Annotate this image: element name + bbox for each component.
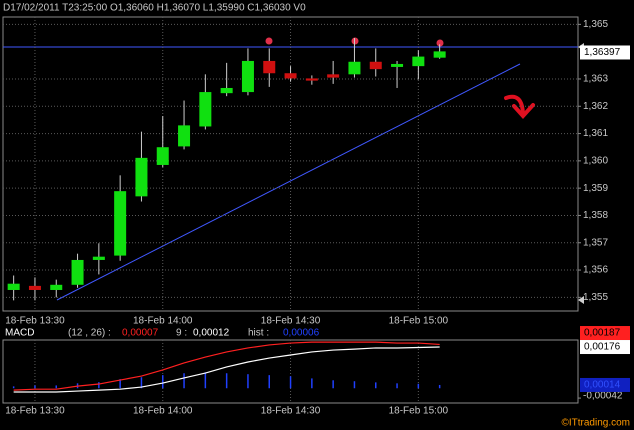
candle-body (71, 259, 84, 285)
x-tick-label: 18-Feb 13:30 (5, 316, 65, 327)
candle-body (327, 74, 340, 78)
x-tick-label: 18-Feb 13:30 (5, 406, 65, 417)
candle-body (284, 73, 297, 79)
price-box (580, 45, 630, 60)
candle-body (156, 147, 169, 165)
candle-body (7, 283, 20, 290)
last-value-label: 0,00014 (584, 380, 621, 391)
candle-body (305, 78, 318, 81)
series-header-value: 0,00012 (193, 328, 230, 339)
y-tick-label: 1,365 (583, 19, 608, 30)
candle-body (114, 191, 127, 256)
y-tick-label: 1,363 (583, 74, 608, 85)
x-tick-label: 18-Feb 15:00 (389, 316, 449, 327)
x-tick-label: 18-Feb 14:30 (261, 316, 321, 327)
series-name: (12 , 26) : (68, 328, 111, 339)
x-tick-label: 18-Feb 14:30 (261, 406, 321, 417)
y-tick-label: 1,362 (583, 101, 608, 112)
candle-body (92, 256, 105, 260)
last-value-label: 0,00176 (584, 342, 621, 353)
candle-body (391, 63, 404, 67)
series-name: hist : (248, 328, 269, 339)
macd-title: MACD (5, 328, 34, 339)
candle-body (220, 87, 233, 94)
peak-marker (351, 37, 359, 45)
ohlc-info: D17/02/2011 T23:25:00 O1,36060 H1,36070 … (3, 3, 306, 14)
last-value-box (580, 340, 630, 355)
y-tick-label: 1,361 (583, 128, 608, 139)
credit: ©ITtrading.com (561, 418, 630, 429)
y-tick-label: 1,356 (583, 265, 608, 276)
candle-body (199, 92, 212, 127)
candle-body (369, 61, 382, 70)
candle-body (348, 61, 361, 75)
y-tick-label: -0,00042 (583, 391, 623, 402)
candle-body (178, 125, 191, 147)
y-tick-label: 1,357 (583, 237, 608, 248)
last-value-box (580, 377, 630, 392)
price-label: 1,36397 (584, 47, 621, 58)
last-value-label: 0,00187 (584, 328, 621, 339)
line-handle (578, 296, 584, 304)
series-line (13, 341, 440, 391)
candle-body (241, 60, 254, 93)
x-tick-label: 18-Feb 15:00 (389, 406, 449, 417)
x-tick-label: 18-Feb 14:00 (133, 316, 193, 327)
candle-body (433, 51, 446, 58)
peak-marker (436, 39, 444, 47)
series-header-value: 0,00006 (283, 328, 320, 339)
candle-body (28, 285, 41, 290)
series-header-value: 0,00007 (122, 328, 159, 339)
series-line (13, 346, 440, 393)
series-name: 9 : (176, 328, 187, 339)
y-tick-label: 1,359 (583, 183, 608, 194)
trend-line (56, 63, 521, 301)
peak-marker (265, 37, 273, 45)
y-tick-label: 1,355 (583, 292, 608, 303)
last-value-box (580, 326, 630, 341)
x-tick-label: 18-Feb 14:00 (133, 406, 193, 417)
y-tick-label: 1,360 (583, 156, 608, 167)
candle-body (135, 157, 148, 197)
y-tick-label: 1,358 (583, 210, 608, 221)
candle-body (263, 60, 276, 74)
candle-body (412, 56, 425, 67)
down-arrow (504, 94, 535, 119)
candle-body (50, 284, 63, 290)
